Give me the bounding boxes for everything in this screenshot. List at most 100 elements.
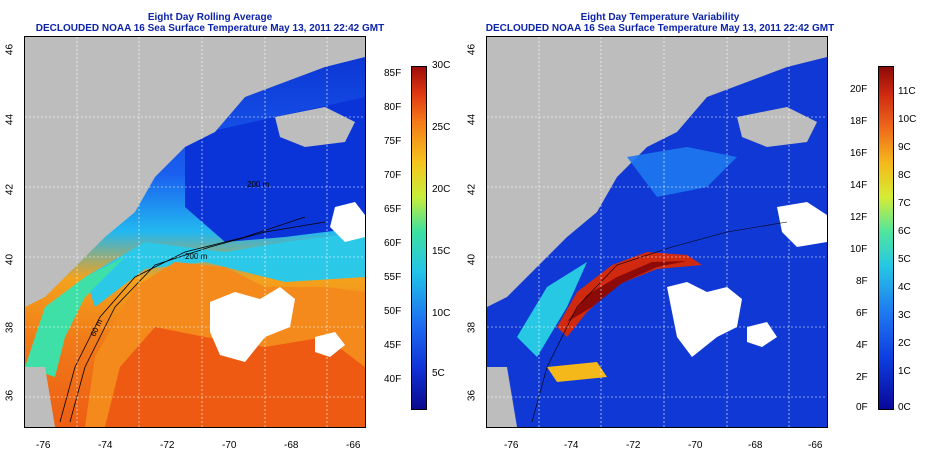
colorbar-tick-c: 10C bbox=[432, 308, 451, 319]
variability-colorbar bbox=[878, 66, 894, 410]
colorbar-tick-c: 20C bbox=[432, 184, 451, 195]
left-map: 200 m 200 m 60 m bbox=[24, 36, 366, 428]
right-map bbox=[486, 36, 828, 428]
y-tick-label: 38 bbox=[466, 321, 478, 334]
x-tick-label: -76 bbox=[504, 440, 519, 451]
graticule bbox=[25, 37, 365, 427]
y-tick-label: 40 bbox=[4, 253, 16, 266]
y-tick-label: 36 bbox=[466, 389, 478, 402]
colorbar-tick-f: 60F bbox=[384, 238, 402, 249]
cloud-patch bbox=[315, 332, 345, 357]
colorbar-tick-f: 45F bbox=[384, 340, 402, 351]
cloud-patch bbox=[667, 282, 742, 357]
left-map-image: 200 m 200 m 60 m bbox=[25, 37, 365, 427]
slope-water bbox=[85, 232, 365, 307]
colorbar-tick-f: 10F bbox=[850, 244, 868, 255]
colorbar-tick-f: 16F bbox=[850, 148, 868, 159]
cloud-patch bbox=[210, 287, 295, 362]
colorbar-tick-f: 0F bbox=[856, 402, 868, 413]
colorbar-tick-f: 55F bbox=[384, 272, 402, 283]
y-tick-label: 36 bbox=[4, 389, 16, 402]
variability-patch bbox=[517, 262, 587, 357]
x-tick-label: -74 bbox=[98, 440, 113, 451]
colorbar-tick-c: 30C bbox=[432, 60, 451, 71]
colorbar-tick-f: 40F bbox=[384, 374, 402, 385]
cloud-patch bbox=[777, 202, 827, 247]
contour-label: 200 m bbox=[185, 252, 208, 261]
variability-patch bbox=[547, 362, 607, 382]
colorbar-tick-c: 2C bbox=[898, 338, 911, 349]
contour-label: 200 m bbox=[247, 180, 270, 189]
right-title: Eight Day Temperature Variability DECLOU… bbox=[480, 12, 840, 34]
colorbar-tick-c: 4C bbox=[898, 282, 911, 293]
colorbar-tick-c: 10C bbox=[898, 114, 917, 125]
y-tick-label: 42 bbox=[4, 183, 16, 196]
x-tick-label: -72 bbox=[160, 440, 175, 451]
colorbar-tick-f: 85F bbox=[384, 68, 402, 79]
x-tick-label: -70 bbox=[688, 440, 703, 451]
colorbar-tick-c: 6C bbox=[898, 226, 911, 237]
isobath bbox=[531, 221, 788, 423]
colorbar-tick-c: 5C bbox=[432, 368, 445, 379]
colorbar-tick-c: 3C bbox=[898, 310, 911, 321]
y-tick-label: 44 bbox=[4, 113, 16, 126]
colorbar-tick-f: 80F bbox=[384, 102, 402, 113]
colorbar-tick-c: 0C bbox=[898, 402, 911, 413]
colorbar-tick-c: 11C bbox=[898, 86, 916, 97]
colorbar-tick-f: 14F bbox=[850, 180, 868, 191]
colorbar-tick-f: 65F bbox=[384, 204, 402, 215]
y-tick-label: 46 bbox=[466, 43, 478, 56]
x-tick-label: -70 bbox=[222, 440, 237, 451]
colorbar-tick-c: 15C bbox=[432, 246, 451, 257]
colorbar-tick-f: 12F bbox=[850, 212, 868, 223]
x-tick-label: -76 bbox=[36, 440, 51, 451]
southern-land bbox=[25, 367, 55, 427]
southern-land bbox=[487, 367, 517, 427]
variability-patch bbox=[627, 147, 737, 197]
x-tick-label: -74 bbox=[564, 440, 579, 451]
high-variability-front bbox=[557, 252, 702, 337]
isobath-200m bbox=[69, 221, 326, 423]
right-map-image bbox=[487, 37, 827, 427]
right-title-line1: Eight Day Temperature Variability bbox=[580, 12, 740, 23]
colorbar-tick-c: 9C bbox=[898, 142, 911, 153]
x-tick-label: -66 bbox=[808, 440, 823, 451]
x-tick-label: -68 bbox=[284, 440, 299, 451]
x-tick-label: -72 bbox=[626, 440, 641, 451]
graticule bbox=[487, 37, 827, 427]
y-tick-label: 44 bbox=[466, 113, 478, 126]
y-tick-label: 46 bbox=[4, 43, 16, 56]
shelf-water bbox=[25, 257, 125, 377]
y-tick-label: 40 bbox=[466, 253, 478, 266]
isobath-60m bbox=[59, 216, 306, 423]
colorbar-tick-c: 1C bbox=[898, 366, 911, 377]
left-title-line2: DECLOUDED NOAA 16 Sea Surface Temperatur… bbox=[35, 23, 385, 34]
colorbar-tick-c: 8C bbox=[898, 170, 911, 181]
colorbar-tick-f: 70F bbox=[384, 170, 402, 181]
land-mass bbox=[25, 37, 365, 307]
cloud-patch bbox=[747, 322, 777, 347]
x-tick-label: -66 bbox=[346, 440, 361, 451]
cloud-patch bbox=[330, 202, 365, 242]
colorbar-tick-c: 5C bbox=[898, 254, 911, 265]
colorbar-tick-f: 20F bbox=[850, 84, 868, 95]
colorbar-tick-c: 7C bbox=[898, 198, 911, 209]
high-variability-core bbox=[567, 261, 687, 322]
y-tick-label: 42 bbox=[466, 183, 478, 196]
left-title-line1: Eight Day Rolling Average bbox=[147, 12, 273, 23]
colorbar-tick-f: 4F bbox=[856, 340, 868, 351]
land-mass bbox=[487, 37, 827, 307]
colorbar-tick-c: 25C bbox=[432, 122, 451, 133]
colorbar-tick-f: 18F bbox=[850, 116, 868, 127]
colorbar-tick-f: 50F bbox=[384, 306, 402, 317]
colorbar-tick-f: 2F bbox=[856, 372, 868, 383]
colorbar-tick-f: 8F bbox=[856, 276, 868, 287]
right-title-line2: DECLOUDED NOAA 16 Sea Surface Temperatur… bbox=[485, 23, 835, 34]
x-tick-label: -68 bbox=[748, 440, 763, 451]
colorbar-tick-f: 6F bbox=[856, 308, 868, 319]
sst-colorbar bbox=[411, 66, 427, 410]
colorbar-tick-f: 75F bbox=[384, 136, 402, 147]
left-title: Eight Day Rolling Average DECLOUDED NOAA… bbox=[20, 12, 400, 34]
warm-core bbox=[105, 327, 365, 427]
y-tick-label: 38 bbox=[4, 321, 16, 334]
